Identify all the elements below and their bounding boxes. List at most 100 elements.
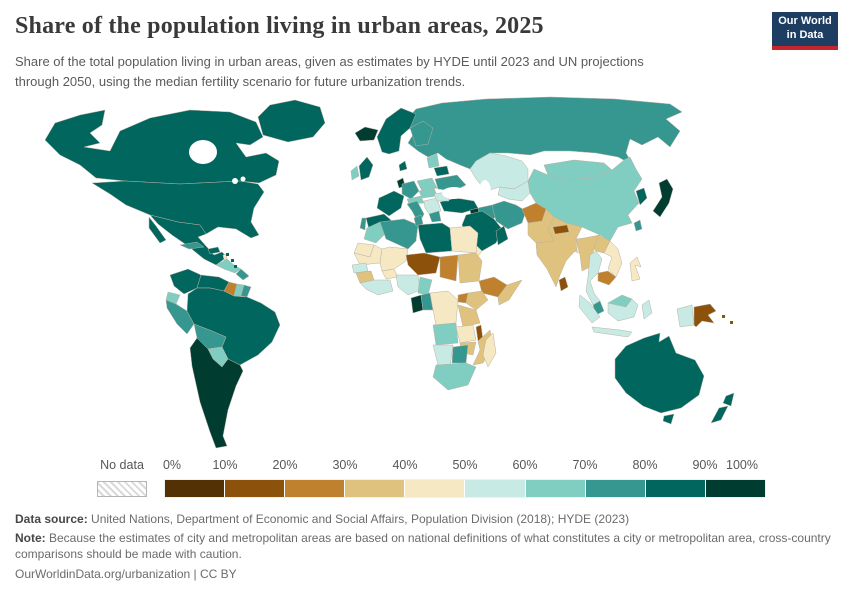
legend-bin-40-50[interactable] [405,480,466,497]
region-greenland[interactable] [257,99,326,143]
data-source-line: Data source: United Nations, Department … [15,512,629,526]
region-greece[interactable] [428,210,442,223]
region-costa-rica-panama[interactable] [235,268,250,281]
region-niger[interactable] [405,252,441,276]
region-southern-cone[interactable] [189,337,244,449]
region-thailand[interactable] [585,250,603,306]
region-tunisia[interactable] [413,214,424,227]
region-burkina-faso[interactable] [381,268,399,280]
region-iran[interactable] [491,200,527,230]
region-libya[interactable] [417,222,453,254]
region-belarus[interactable] [433,165,450,177]
region-poland[interactable] [416,177,438,192]
region-cambodia[interactable] [597,270,617,286]
region-caribbean-4[interactable] [234,265,237,268]
legend-bin-20-30[interactable] [285,480,346,497]
region-portugal[interactable] [359,217,367,231]
legend-bin-50-60[interactable] [465,480,526,497]
region-dr-congo[interactable] [429,290,459,326]
region-cameroon[interactable] [417,276,433,296]
black-sea [442,187,466,199]
region-hispaniola[interactable] [207,246,221,255]
note-text: Because the estimates of city and metrop… [15,531,831,561]
region-botswana[interactable] [451,344,469,364]
region-south-africa[interactable] [432,362,477,391]
legend-tick-40: 40% [392,458,418,472]
region-germany[interactable] [401,180,420,200]
region-switzerland-austria[interactable] [406,195,425,205]
legend-bin-70-80[interactable] [585,480,646,497]
region-australia[interactable] [614,332,705,414]
region-korea[interactable] [635,187,648,206]
legend-bin-80-90[interactable] [645,480,706,497]
region-france[interactable] [376,190,405,217]
region-pacific-islands[interactable] [722,315,725,318]
region-madagascar[interactable] [482,332,497,368]
data-source-label: Data source: [15,512,88,526]
region-canada[interactable] [44,109,280,185]
legend-bin-90-100[interactable] [705,480,765,497]
subtitle-line2: through 2050, using the median fertility… [15,73,466,89]
region-cuba[interactable] [179,241,205,250]
region-iceland[interactable] [354,126,379,142]
region-finland[interactable] [409,120,434,147]
region-tasmania[interactable] [662,413,675,425]
legend-tick-30: 30% [332,458,358,472]
region-egypt[interactable] [449,225,479,254]
legend-bin-30-40[interactable] [345,480,406,497]
region-oman[interactable] [495,225,509,246]
region-west-africa-coast[interactable] [359,279,394,296]
region-caribbean-2[interactable] [226,253,229,256]
region-chad[interactable] [439,254,459,282]
region-morocco[interactable] [363,221,387,244]
region-nepal[interactable] [552,224,570,235]
region-zambia[interactable] [455,324,477,344]
region-new-zealand[interactable] [710,392,735,424]
region-philippines[interactable] [629,256,642,282]
region-taiwan[interactable] [633,219,643,232]
region-ireland[interactable] [350,165,360,181]
region-mexico[interactable] [148,214,228,266]
region-sri-lanka[interactable] [558,276,569,292]
region-denmark[interactable] [398,160,408,172]
region-angola[interactable] [432,322,459,346]
region-senegal[interactable] [351,262,369,274]
page-title: Share of the population living in urban … [15,13,544,39]
world-map [44,96,735,449]
region-caribbean-1[interactable] [201,251,205,253]
legend-bin-60-70[interactable] [525,480,586,497]
legend-no-data-label: No data [100,458,144,472]
owid-logo[interactable]: Our World in Data [772,12,838,50]
region-somalia[interactable] [497,279,523,306]
region-algeria[interactable] [379,218,419,250]
legend-color-bar [165,480,765,497]
region-indonesia[interactable] [578,294,695,338]
region-japan[interactable] [652,178,674,218]
legend-tick-100: 100% [726,458,758,472]
legend-no-data-swatch[interactable] [97,481,147,497]
region-nigeria[interactable] [395,274,421,296]
legend-tick-0: 0% [162,458,182,472]
region-norway-sweden[interactable] [376,107,417,155]
region-pacific-islands-2[interactable] [730,321,733,324]
region-kenya[interactable] [465,290,489,311]
legend-bin-0-10[interactable] [165,480,226,497]
region-caribbean-3[interactable] [231,259,234,262]
region-sudan[interactable] [457,252,483,284]
region-papua-new-guinea[interactable] [693,303,717,328]
legend-tick-20: 20% [272,458,298,472]
citation-link[interactable]: OurWorldinData.org/urbanization | CC BY [15,567,237,581]
region-vietnam[interactable] [603,240,623,278]
region-russia[interactable] [403,96,683,170]
legend-bin-10-20[interactable] [225,480,286,497]
region-baltics[interactable] [426,153,440,169]
subtitle-line1: Share of the total population living in … [15,54,644,69]
legend-tick-60: 60% [512,458,538,472]
note-line: Note: Because the estimates of city and … [15,531,833,563]
region-mali[interactable] [379,246,409,272]
region-central-asia[interactable] [497,180,531,202]
region-namibia[interactable] [432,344,454,368]
region-uk[interactable] [358,156,374,181]
region-tanzania[interactable] [457,304,481,328]
region-peru[interactable] [165,299,195,335]
